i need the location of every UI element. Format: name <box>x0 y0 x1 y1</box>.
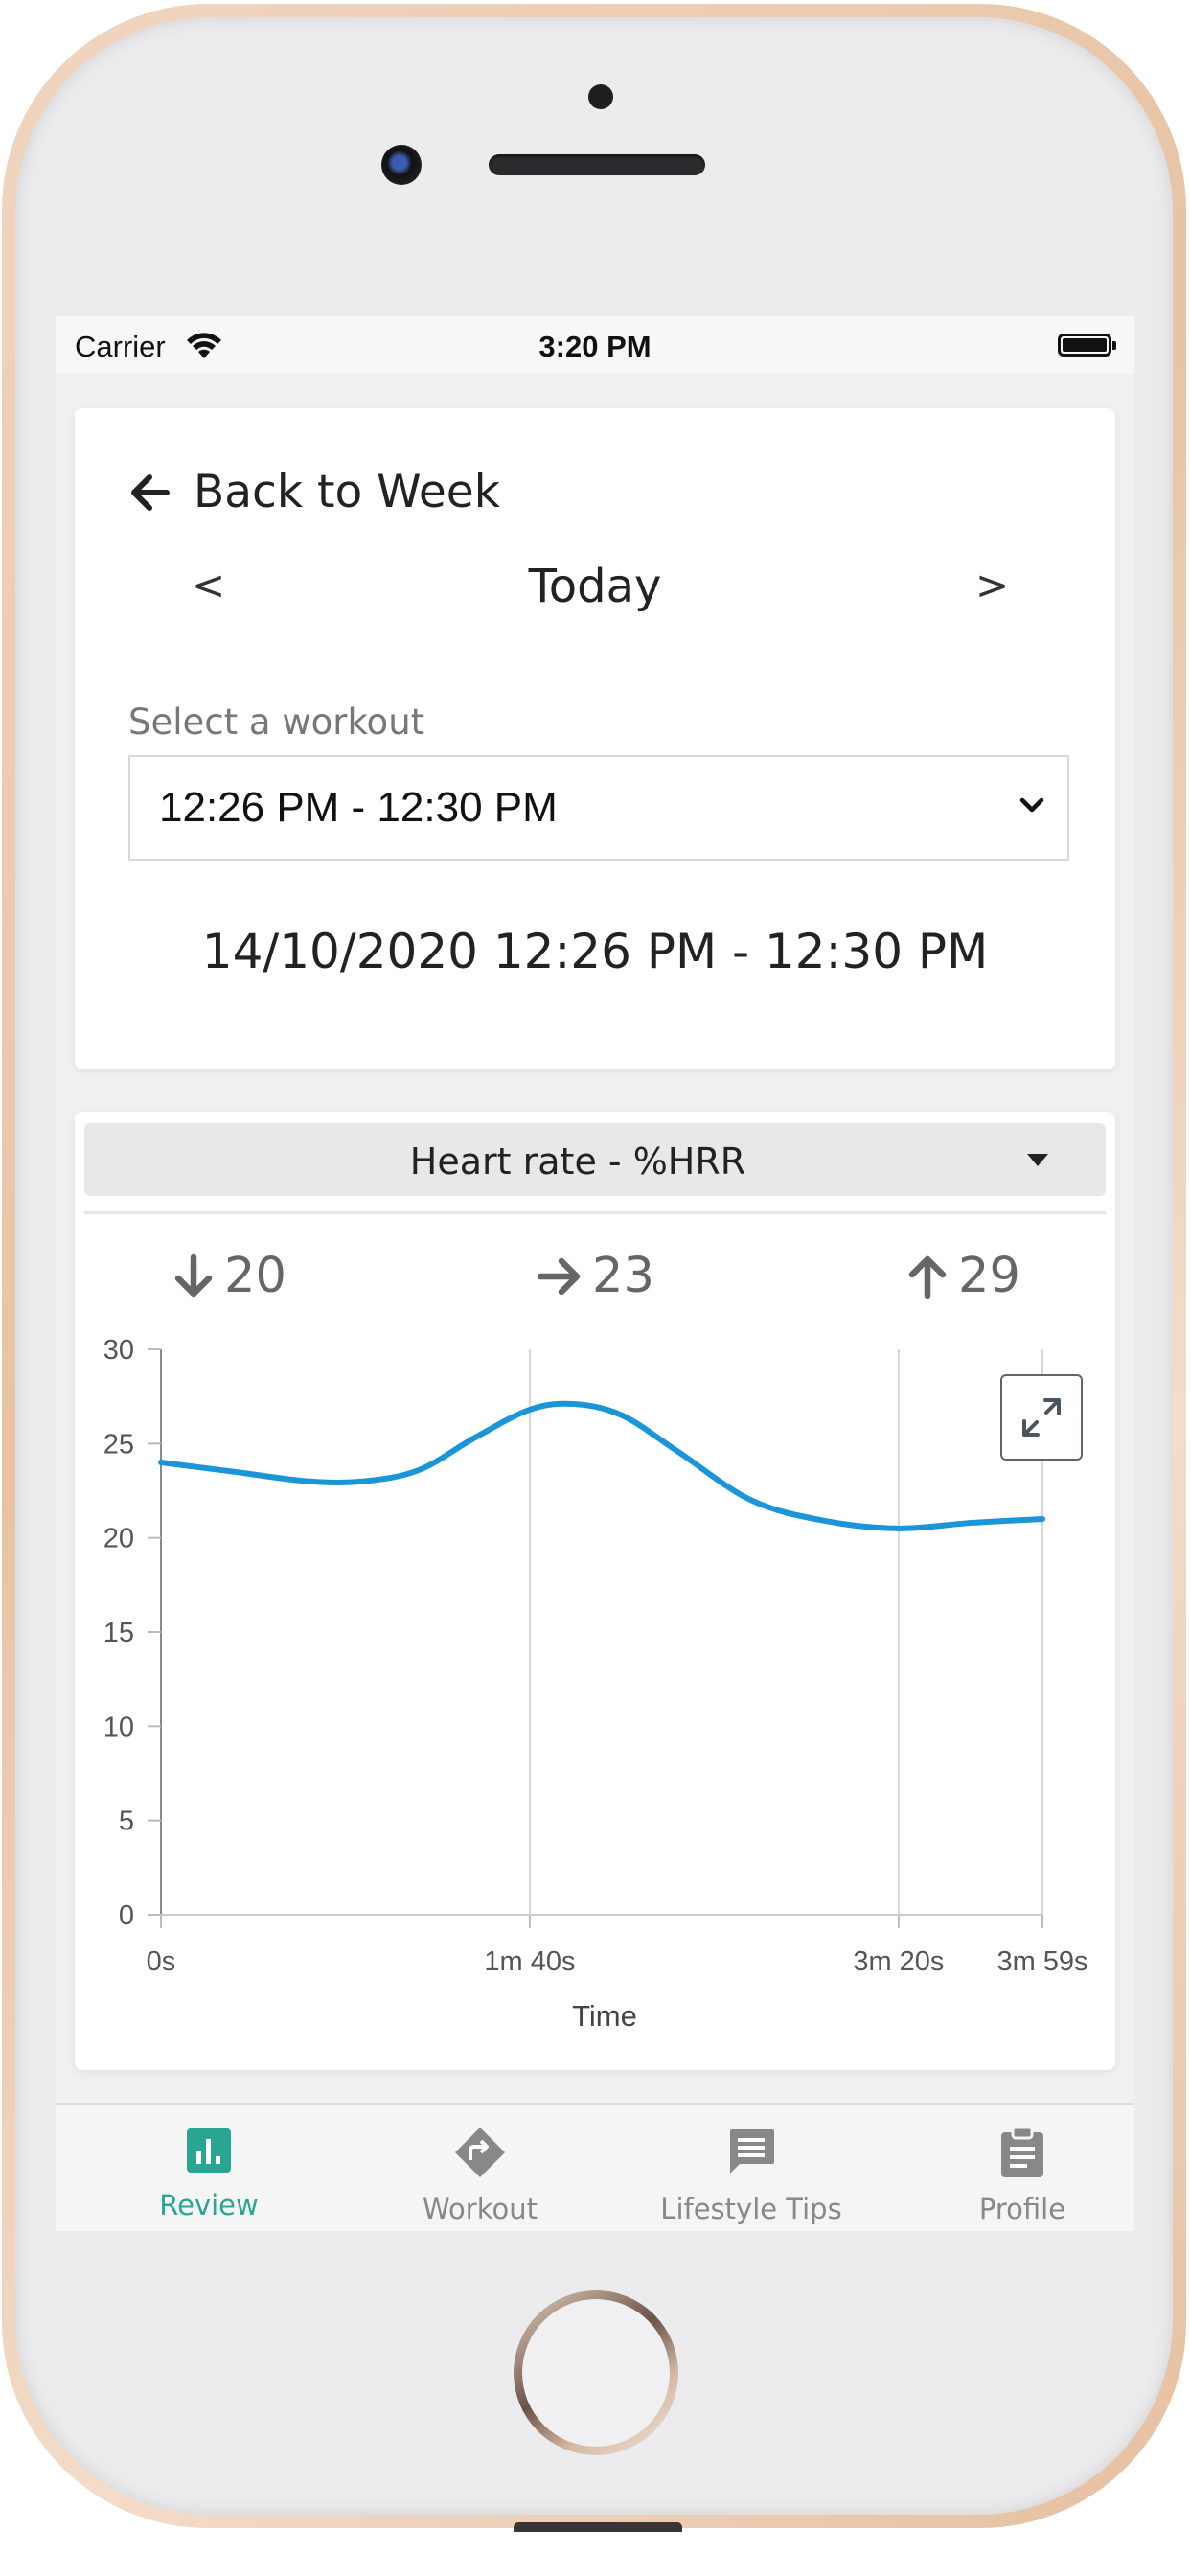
select-workout-label: Select a workout <box>128 702 425 743</box>
workout-select[interactable]: 12:26 PM - 12:30 PM <box>128 755 1069 861</box>
directions-icon <box>455 2128 505 2177</box>
tab-profile[interactable]: Profile <box>888 2126 1134 2225</box>
expand-chart-button[interactable] <box>1000 1374 1083 1460</box>
back-to-week-label: Back to Week <box>194 466 500 518</box>
bar-chart-icon <box>187 2128 231 2173</box>
status-time: 3:20 PM <box>538 330 652 363</box>
tab-workout-label: Workout <box>423 2193 538 2225</box>
stat-avg-value: 23 <box>592 1248 654 1304</box>
metric-select-value: Heart rate - %HRR <box>409 1140 746 1183</box>
y-tick-label: 15 <box>103 1618 134 1648</box>
heart-rate-chart: 0s 1m 40s 3m 20s 3m 59s 0 5 10 15 20 25 30 Time <box>103 1335 1088 2033</box>
y-tick-label: 10 <box>103 1712 134 1742</box>
x-tick-label: 0s <box>147 1946 176 1977</box>
tab-review-label: Review <box>159 2189 259 2221</box>
stat-min-value: 20 <box>224 1248 286 1304</box>
divider <box>84 1211 1106 1214</box>
tab-bar: Review Workout Lifestyle Tips <box>56 2103 1134 2231</box>
heart-rate-chart-card: Heart rate - %HRR 20 23 29 0s 1m 40s 3m 20… <box>75 1112 1115 2070</box>
stat-max-value: 29 <box>958 1248 1020 1304</box>
tab-profile-label: Profile <box>978 2193 1066 2225</box>
workout-summary: 14/10/2020 12:26 PM - 12:30 PM <box>201 924 989 979</box>
phone-bottom-edge <box>514 2522 682 2532</box>
y-tick-label: 30 <box>103 1335 134 1366</box>
arrow-right-icon <box>537 1257 581 1295</box>
chevron-down-icon <box>1019 797 1044 813</box>
metric-select[interactable]: Heart rate - %HRR <box>84 1123 1106 1196</box>
stat-avg: 23 <box>537 1248 654 1304</box>
arrow-down-icon <box>174 1254 213 1297</box>
clipboard-icon <box>1001 2126 1043 2177</box>
battery-icon <box>1058 334 1116 356</box>
stat-max: 29 <box>906 1248 1020 1304</box>
app-screen: Carrier 3:20 PM Back to Week < Today > S… <box>56 316 1134 2231</box>
stat-min: 20 <box>172 1248 286 1304</box>
message-icon <box>730 2129 774 2174</box>
status-bar: Carrier 3:20 PM <box>56 316 1134 374</box>
arrow-left-icon <box>131 473 170 511</box>
x-axis-label: Time <box>572 1999 637 2033</box>
back-to-week-link[interactable]: Back to Week <box>128 466 500 518</box>
tab-lifestyle-tips[interactable]: Lifestyle Tips <box>617 2126 885 2225</box>
workout-select-value: 12:26 PM - 12:30 PM <box>159 784 558 831</box>
x-tick-label: 3m 20s <box>853 1946 944 1977</box>
expand-icon <box>1022 1398 1061 1437</box>
carrier-label: Carrier <box>75 330 166 363</box>
x-tick-label: 3m 59s <box>996 1946 1087 1977</box>
front-camera <box>381 145 422 185</box>
tab-lifestyle-tips-label: Lifestyle Tips <box>660 2193 842 2225</box>
next-day-button[interactable]: > <box>975 562 1010 609</box>
y-tick-label: 25 <box>103 1429 134 1460</box>
tab-workout[interactable]: Workout <box>346 2126 614 2225</box>
y-tick-label: 20 <box>103 1524 134 1554</box>
previous-day-button[interactable]: < <box>192 562 226 609</box>
arrow-up-icon <box>908 1255 947 1299</box>
day-title: Today <box>528 560 662 613</box>
earpiece-speaker <box>489 154 705 175</box>
y-tick-label: 5 <box>119 1806 134 1837</box>
tab-review[interactable]: Review <box>75 2126 343 2221</box>
wifi-icon <box>184 330 224 365</box>
x-tick-label: 1m 40s <box>484 1946 575 1977</box>
caret-down-icon <box>1027 1154 1048 1166</box>
workout-header-card: Back to Week < Today > Select a workout … <box>75 408 1115 1070</box>
y-tick-label: 0 <box>119 1900 134 1931</box>
proximity-sensor <box>588 84 613 109</box>
heart-rate-line <box>158 1400 1045 1531</box>
home-button[interactable] <box>514 2290 678 2455</box>
